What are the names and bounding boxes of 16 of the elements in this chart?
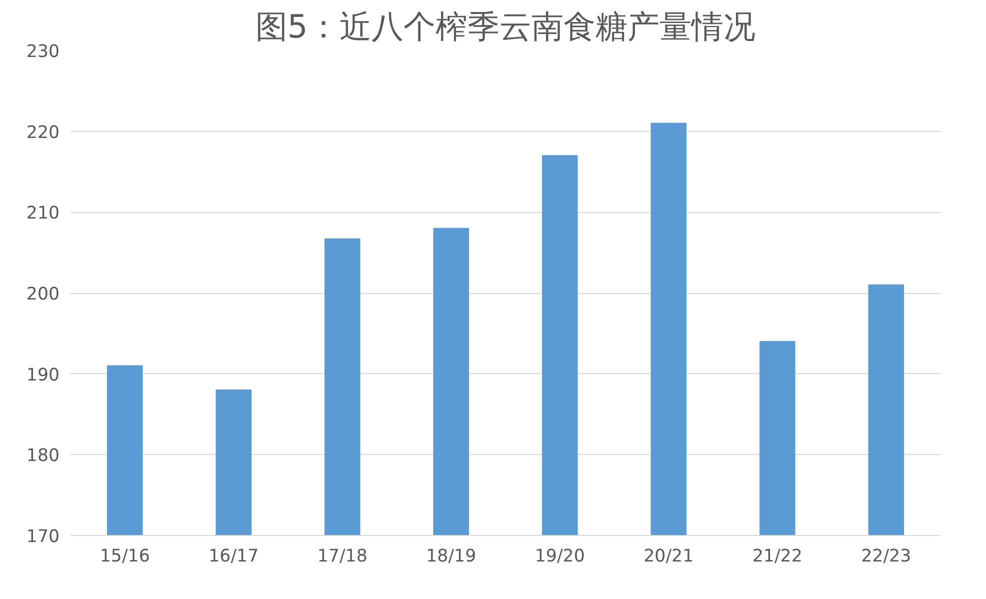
x-tick-label: 15/16 xyxy=(100,546,150,566)
y-tick-label: 170 xyxy=(26,527,60,547)
y-tick-label: 200 xyxy=(26,284,60,304)
x-tick-label: 20/21 xyxy=(644,546,694,566)
x-tick-label: 18/19 xyxy=(426,546,476,566)
x-tick-label: 17/18 xyxy=(317,546,368,566)
x-tick-label: 22/23 xyxy=(861,546,912,566)
y-tick-label: 210 xyxy=(26,204,60,224)
x-tick-label: 21/22 xyxy=(752,546,802,566)
x-tick-label: 16/17 xyxy=(208,546,259,566)
x-tick-label: 19/20 xyxy=(534,546,585,566)
y-tick-label: 180 xyxy=(26,446,60,466)
y-tick-label: 220 xyxy=(26,122,60,143)
y-tick-label: 230 xyxy=(26,42,60,62)
y-tick-label: 190 xyxy=(26,365,60,386)
chart-title: 图5：近八个榨季云南食糖产量情况 xyxy=(255,8,756,46)
